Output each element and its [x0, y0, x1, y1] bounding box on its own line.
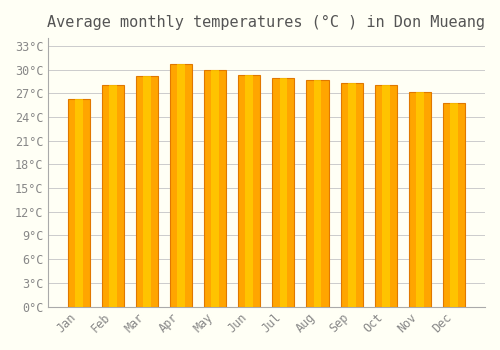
- Bar: [238, 75, 260, 307]
- Bar: [340, 83, 362, 307]
- Bar: [143, 76, 151, 307]
- Bar: [374, 85, 397, 307]
- Bar: [409, 92, 431, 307]
- Bar: [280, 78, 287, 307]
- Bar: [204, 70, 226, 307]
- Bar: [136, 76, 158, 307]
- Bar: [75, 99, 82, 307]
- Bar: [306, 80, 328, 307]
- Title: Average monthly temperatures (°C ) in Don Mueang: Average monthly temperatures (°C ) in Do…: [48, 15, 486, 30]
- Bar: [102, 85, 124, 307]
- Bar: [443, 103, 465, 307]
- Bar: [314, 80, 322, 307]
- Bar: [68, 99, 90, 307]
- Bar: [272, 78, 294, 307]
- Bar: [382, 85, 390, 307]
- Bar: [177, 64, 185, 307]
- Bar: [212, 70, 219, 307]
- Bar: [348, 83, 356, 307]
- Bar: [170, 64, 192, 307]
- Bar: [450, 103, 458, 307]
- Bar: [109, 85, 116, 307]
- Bar: [416, 92, 424, 307]
- Bar: [246, 75, 253, 307]
